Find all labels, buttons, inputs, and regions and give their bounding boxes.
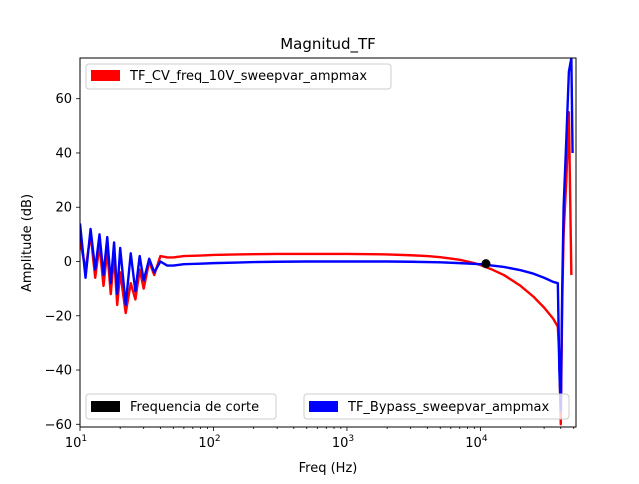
series-line-1 <box>80 58 574 412</box>
x-tick-label-1000: 103 <box>332 434 354 451</box>
y-tick-label--60: −60 <box>45 418 72 433</box>
y-tick-label--20: −20 <box>45 309 72 324</box>
y-tick-label-20: 20 <box>55 201 72 216</box>
x-tick-label-10000: 104 <box>465 434 488 451</box>
legend-label-bypass: TF_Bypass_sweepvar_ampmax <box>347 400 549 415</box>
chart-title: Magnitud_TF <box>280 35 376 54</box>
plot-frame <box>79 57 577 428</box>
series-layer <box>80 58 574 426</box>
legend-swatch-corte <box>91 401 120 412</box>
x-tick-label-10: 101 <box>65 434 87 451</box>
series-line-0 <box>80 111 573 426</box>
cutoff-marker <box>481 259 491 269</box>
x-axis-label: Freq (Hz) <box>299 461 358 476</box>
legend-label-corte: Frequencia de corte <box>130 400 259 415</box>
y-tick-label-40: 40 <box>55 146 72 161</box>
legend-upper-left: TF_CV_freq_10V_sweepvar_ampmax <box>85 63 392 90</box>
y-axis: −60 −40 −20 0 20 40 60 <box>45 92 80 433</box>
legend-swatch-bypass <box>309 401 338 412</box>
y-tick-label-0: 0 <box>64 255 72 270</box>
legend-lower-left: Frequencia de corte <box>85 393 277 420</box>
x-tick-label-100: 102 <box>198 434 220 451</box>
legend-lower-right: TF_Bypass_sweepvar_ampmax <box>303 393 570 420</box>
y-tick-label--40: −40 <box>45 364 72 379</box>
legend-box <box>85 63 392 90</box>
legend-label-cv: TF_CV_freq_10V_sweepvar_ampmax <box>129 69 367 84</box>
legend-swatch-cv <box>91 70 120 81</box>
y-tick-label-60: 60 <box>55 92 72 107</box>
legend-box <box>303 393 570 420</box>
x-axis: 101 102 103 104 <box>65 427 575 451</box>
y-axis-label: Amplitude (dB) <box>20 194 35 292</box>
legend-box <box>85 393 277 420</box>
